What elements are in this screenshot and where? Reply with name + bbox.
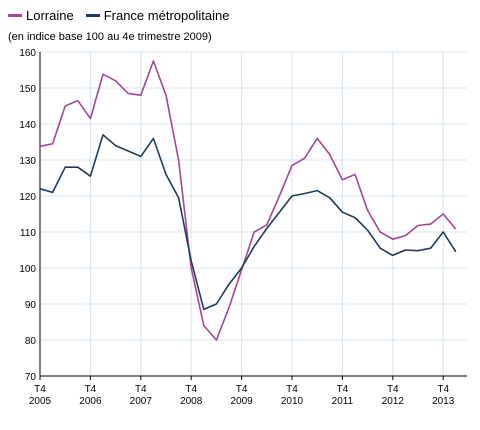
x-tick-label-quarter: T4 bbox=[286, 384, 298, 395]
x-tick-label-quarter: T4 bbox=[387, 384, 399, 395]
series-line-lorraine bbox=[39, 60, 457, 341]
y-tick-label-140: 140 bbox=[19, 120, 36, 131]
y-tick-label-100: 100 bbox=[19, 264, 36, 275]
y-tick-label-80: 80 bbox=[25, 336, 37, 347]
x-tick-label-quarter: T4 bbox=[34, 384, 46, 395]
x-tick-label-year: 2013 bbox=[432, 396, 455, 407]
x-tick-label-year: 2008 bbox=[180, 396, 203, 407]
y-tick-label-90: 90 bbox=[25, 300, 37, 311]
y-tick-label-120: 120 bbox=[19, 192, 36, 203]
y-tick-label-70: 70 bbox=[25, 372, 37, 383]
x-tick-label-year: 2007 bbox=[130, 396, 153, 407]
series-layer bbox=[39, 60, 457, 341]
y-tick-label-150: 150 bbox=[19, 84, 36, 95]
legend-label-france: France métropolitaine bbox=[103, 8, 230, 23]
chart-subtitle: (en indice base 100 au 4e trimestre 2009… bbox=[8, 31, 212, 43]
x-tick-label-year: 2012 bbox=[382, 396, 405, 407]
x-tick-label-year: 2010 bbox=[281, 396, 304, 407]
y-tick-label-160: 160 bbox=[19, 48, 36, 59]
x-tick-label-year: 2009 bbox=[230, 396, 253, 407]
x-tick-label-quarter: T4 bbox=[437, 384, 449, 395]
legend-item-lorraine: Lorraine bbox=[8, 8, 74, 23]
series-line-france bbox=[39, 134, 457, 311]
x-tick-label-quarter: T4 bbox=[236, 384, 248, 395]
x-tick-label-quarter: T4 bbox=[185, 384, 197, 395]
x-tick-label-year: 2011 bbox=[332, 396, 354, 407]
y-tick-label-130: 130 bbox=[19, 156, 36, 167]
x-tick-label-quarter: T4 bbox=[135, 384, 147, 395]
x-tick-label-quarter: T4 bbox=[85, 384, 97, 395]
legend-swatch-france bbox=[85, 14, 100, 17]
x-tick-label-quarter: T4 bbox=[337, 384, 349, 395]
chart-legend: Lorraine France métropolitaine bbox=[8, 8, 241, 23]
legend-label-lorraine: Lorraine bbox=[26, 8, 74, 23]
y-tick-label-110: 110 bbox=[20, 228, 36, 239]
x-tick-label-year: 2006 bbox=[79, 396, 102, 407]
legend-item-france: France métropolitaine bbox=[85, 8, 230, 23]
axis-layer: 708090100110120130140150160T42005T42006T… bbox=[19, 48, 467, 407]
x-tick-label-year: 2005 bbox=[29, 396, 52, 407]
grid-layer bbox=[40, 51, 467, 376]
legend-swatch-lorraine bbox=[8, 14, 22, 17]
